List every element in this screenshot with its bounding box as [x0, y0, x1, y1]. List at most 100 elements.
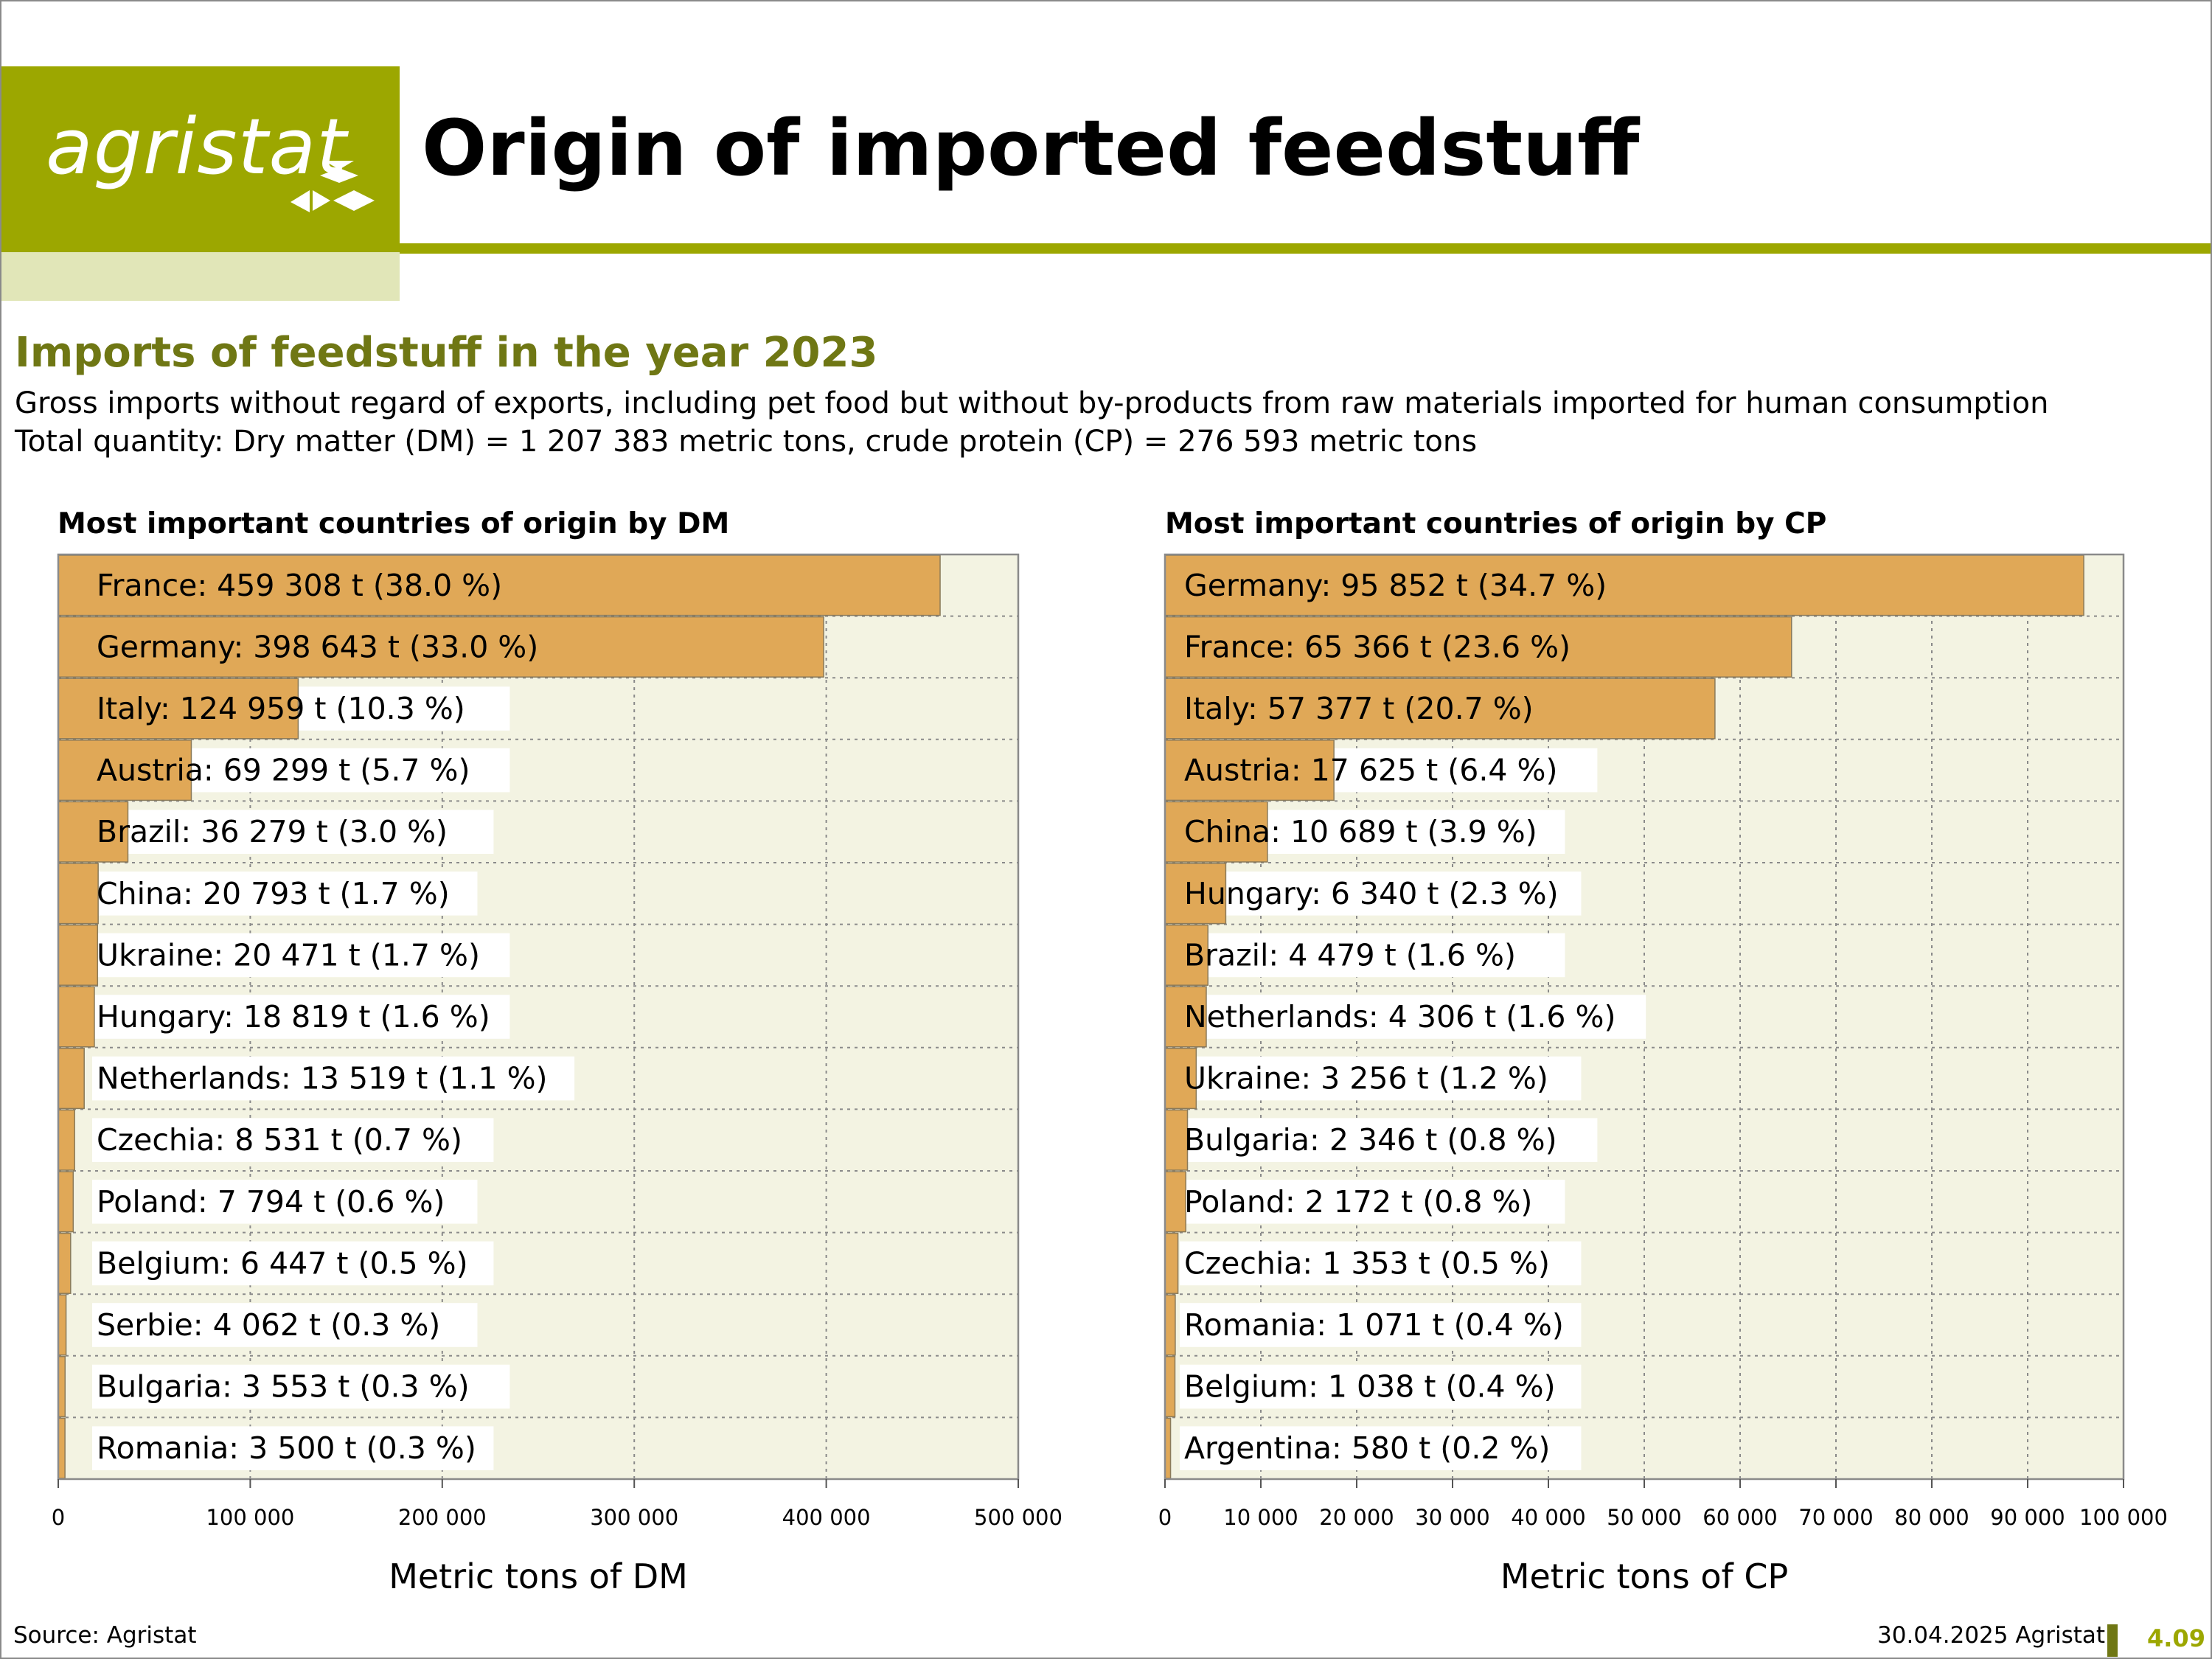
bar-label: Brazil: 4 479 t (1.6 %) [1184, 937, 1516, 973]
bar-label-box [92, 1241, 494, 1286]
bar-label-box [92, 933, 510, 978]
bar-label: Bulgaria: 2 346 t (0.8 %) [1184, 1122, 1557, 1158]
description-line-1: Gross imports without regard of exports,… [15, 386, 2049, 420]
logo-text: agristat [46, 102, 347, 192]
footer-date: 30.04.2025 Agristat [1877, 1622, 2106, 1649]
bar-label-box [92, 1426, 494, 1470]
dm-chart-title: Most important countries of origin by DM [58, 507, 730, 540]
cp-bar-chart: Germany: 95 852 t (34.7 %) France: 65 366… [1158, 553, 2168, 1596]
x-tick-label: 100 000 [206, 1505, 294, 1530]
bar [58, 1171, 74, 1233]
bar [1164, 863, 1227, 925]
x-tick-label: 500 000 [974, 1505, 1062, 1530]
bar-label-box [1180, 1118, 1598, 1162]
bar [58, 986, 95, 1048]
x-tick-label: 90 000 [1990, 1505, 2065, 1530]
bar-label: France: 459 308 t (38.0 %) [97, 568, 502, 603]
bar-label: Argentina: 580 t (0.2 %) [1184, 1430, 1550, 1466]
bar-label: France: 65 366 t (23.6 %) [1184, 629, 1571, 664]
bar [58, 616, 824, 678]
x-tick-label: 400 000 [782, 1505, 871, 1530]
bar-label-box [1180, 872, 1582, 916]
x-axis-title: Metric tons of CP [1500, 1557, 1788, 1596]
bar-label-box [1180, 995, 1646, 1039]
bar-label: Austria: 69 299 t (5.7 %) [97, 753, 470, 788]
bar [1164, 616, 1792, 678]
plot-border [57, 553, 1020, 1481]
bar-label: Hungary: 6 340 t (2.3 %) [1184, 876, 1559, 911]
x-tick-label: 300 000 [590, 1505, 678, 1530]
bar-label: Italy: 124 959 t (10.3 %) [97, 691, 465, 726]
bar-label-box [92, 995, 510, 1039]
bar [1164, 986, 1207, 1048]
bar [58, 863, 99, 925]
x-tick-label: 60 000 [1703, 1505, 1777, 1530]
bar [58, 1294, 67, 1356]
bar-label: Poland: 7 794 t (0.6 %) [97, 1184, 445, 1220]
bar [1164, 801, 1268, 863]
cp-chart-title: Most important countries of origin by CP [1165, 507, 1827, 540]
bar-label: Serbie: 4 062 t (0.3 %) [97, 1307, 440, 1343]
page-number: 4.09 [2147, 1624, 2205, 1652]
bar-label-box [1180, 1426, 1582, 1470]
bar-label: Italy: 57 377 t (20.7 %) [1184, 691, 1534, 726]
x-tick-label: 30 000 [1415, 1505, 1489, 1530]
bar-label: Romania: 3 500 t (0.3 %) [97, 1430, 476, 1466]
bar-label: China: 10 689 t (3.9 %) [1184, 814, 1537, 849]
bar [58, 1109, 75, 1171]
x-tick-label: 20 000 [1319, 1505, 1394, 1530]
header-rule [400, 243, 2211, 254]
bar-label-box [92, 1118, 494, 1162]
bar-label: Austria: 17 625 t (6.4 %) [1184, 753, 1557, 788]
bar [58, 678, 299, 740]
bar [1164, 678, 1716, 740]
bar [58, 554, 941, 616]
bar-label-box [1180, 1241, 1582, 1286]
bar [58, 801, 129, 863]
bar-label: Hungary: 18 819 t (1.6 %) [97, 999, 490, 1034]
bar [1164, 924, 1208, 986]
bar-label: Netherlands: 13 519 t (1.1 %) [97, 1061, 548, 1096]
bar-label: Czechia: 1 353 t (0.5 %) [1184, 1245, 1550, 1281]
description-line-2: Total quantity: Dry matter (DM) = 1 207 … [15, 425, 1478, 459]
bar-label-box [92, 810, 494, 854]
bar-label: Netherlands: 4 306 t (1.6 %) [1184, 999, 1615, 1034]
bar-label: Germany: 95 852 t (34.7 %) [1184, 568, 1607, 603]
bar [58, 1232, 72, 1294]
x-tick-label: 200 000 [398, 1505, 487, 1530]
x-tick-label: 0 [52, 1505, 65, 1530]
bar [58, 1356, 66, 1418]
x-tick-label: 100 000 [2079, 1505, 2168, 1530]
bar-label: Brazil: 36 279 t (3.0 %) [97, 814, 448, 849]
bar-label: Belgium: 1 038 t (0.4 %) [1184, 1369, 1556, 1405]
bar-label: Ukraine: 20 471 t (1.7 %) [97, 937, 480, 973]
bar-label-box [92, 1056, 575, 1101]
bar-label-box [1180, 1180, 1565, 1224]
bar [1164, 554, 2084, 616]
bar [58, 1048, 85, 1110]
bar-label: Poland: 2 172 t (0.8 %) [1184, 1184, 1532, 1220]
bar [1164, 1294, 1176, 1356]
logo-underband [1, 252, 400, 301]
bar [58, 740, 192, 801]
bar-label: Czechia: 8 531 t (0.7 %) [97, 1122, 462, 1158]
source-note: Source: Agristat [13, 1622, 197, 1649]
bar-label: China: 20 793 t (1.7 %) [97, 876, 450, 911]
bar-label-box [92, 872, 478, 916]
bar-label-box [92, 1364, 510, 1409]
bar [1164, 1232, 1179, 1294]
bar-label: Ukraine: 3 256 t (1.2 %) [1184, 1061, 1548, 1096]
bar [58, 924, 99, 986]
x-axis-title: Metric tons of DM [389, 1557, 688, 1596]
bar-label-box [92, 1303, 478, 1347]
logo-block [1, 66, 400, 252]
x-tick-label: 50 000 [1607, 1505, 1681, 1530]
bar-label-box [1180, 1056, 1582, 1101]
x-tick-label: 10 000 [1223, 1505, 1298, 1530]
x-tick-label: 70 000 [1798, 1505, 1873, 1530]
bar [1164, 1171, 1186, 1233]
x-tick-label: 40 000 [1511, 1505, 1585, 1530]
page-marker [2107, 1624, 2118, 1657]
charts-canvas: France: 459 308 t (38.0 %) Germany: 398 6… [52, 553, 2168, 1596]
